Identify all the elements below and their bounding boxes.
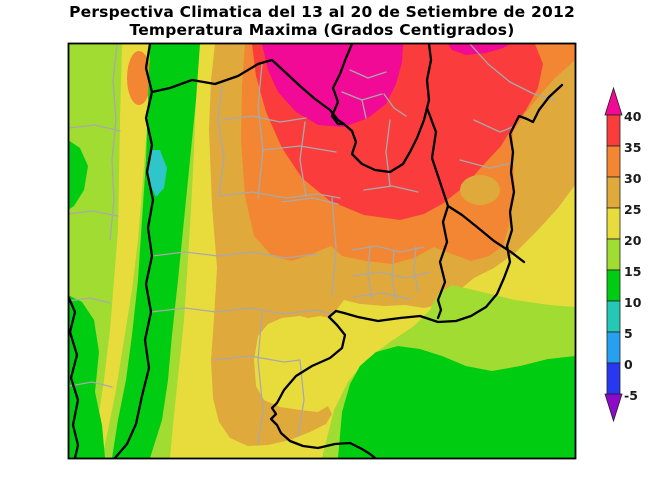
chile-argentina-border: [113, 43, 155, 459]
paraguay-west-border: [330, 43, 354, 133]
uruguay-brazil-border: [446, 204, 526, 264]
paraguay-south-east-border: [350, 43, 433, 174]
region-30-35-northwest-blob: [127, 51, 151, 105]
region-25-30-coast-pocket: [460, 175, 500, 205]
province-boundaries: [68, 43, 557, 445]
colorbar-segment-25-30: [606, 176, 621, 209]
region-10-15-ocean: [338, 346, 575, 458]
region-20-25-chile-band: [95, 44, 152, 458]
colorbar-segment--5-0: [606, 362, 621, 395]
colorbar-tick-0: 0: [624, 357, 633, 372]
colorbar-segment-5-10: [606, 300, 621, 333]
region-5-10-andes-cold-patch: [147, 150, 167, 197]
colorbar-tick-15: 15: [624, 264, 641, 279]
colorbar-tick-25: 25: [624, 202, 641, 217]
region-10-15-coast-patch-a: [68, 140, 88, 210]
brazil-uruguay-coastline: [334, 83, 564, 324]
parana-misiones-border: [425, 106, 450, 208]
page-subtitle: Temperatura Maxima (Grados Centigrados): [129, 21, 515, 39]
colorbar-tick-neg5: -5: [624, 388, 638, 403]
region-15-20-ocean-band: [322, 285, 575, 458]
country-borders: [68, 43, 564, 459]
colorbar-arrow-top: [604, 86, 623, 116]
region-above-40-paraguay: [262, 44, 403, 127]
chile-coastline: [68, 294, 80, 459]
colorbar-segment-15-20: [606, 238, 621, 271]
colorbar: 40 35 30 25 20 15 10 5 0 -5: [604, 86, 642, 423]
colorbar-tick-20: 20: [624, 233, 642, 248]
colorbar-segment-0-5: [606, 331, 621, 364]
colorbar-segment-35-40: [606, 114, 621, 147]
colorbar-tick-5: 5: [624, 326, 633, 341]
colorbar-arrow-bottom: [604, 393, 623, 423]
colorbar-tick-30: 30: [624, 171, 642, 186]
bolivia-border: [150, 58, 346, 126]
region-10-15-andes-band: [112, 44, 200, 458]
colorbar-tick-40: 40: [624, 109, 642, 124]
argentina-coastline: [269, 309, 377, 459]
map-frame: [67, 42, 577, 460]
uruguay-river-border: [436, 204, 450, 320]
page-title: Perspectiva Climatica del 13 al 20 de Se…: [69, 3, 575, 21]
colorbar-segment-10-15: [606, 269, 621, 302]
colorbar-tick-10: 10: [624, 295, 642, 310]
colorbar-tick-35: 35: [624, 140, 641, 155]
region-10-15-coast-patch-b: [68, 295, 105, 458]
colorbar-segment-30-35: [606, 145, 621, 178]
region-above-40-top-tongue: [448, 44, 510, 55]
colorbar-segment-20-25: [606, 207, 621, 240]
